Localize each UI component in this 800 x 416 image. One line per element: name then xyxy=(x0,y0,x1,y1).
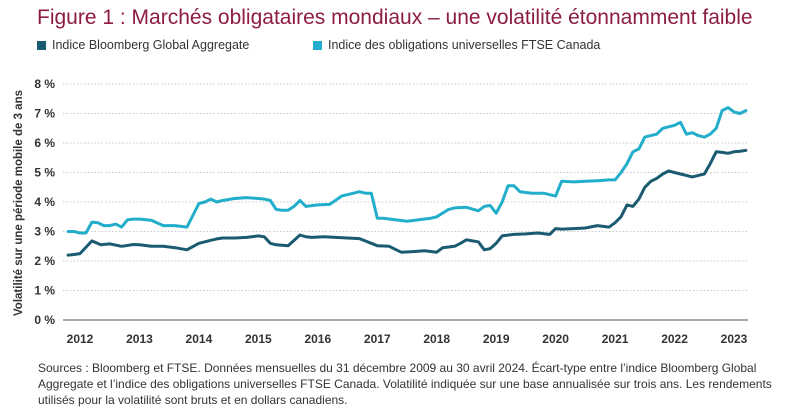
legend-label-global: Indice Bloomberg Global Aggregate xyxy=(52,38,250,52)
x-tick-label: 2019 xyxy=(483,332,510,346)
x-tick-labels: 2012 2013 2014 2015 2016 2017 2018 2019 2020 2021… xyxy=(67,332,748,346)
y-tick-label: 2 % xyxy=(34,254,55,268)
x-tick-label: 2018 xyxy=(423,332,450,346)
x-tick-label: 2017 xyxy=(364,332,391,346)
x-tick-label: 2020 xyxy=(542,332,569,346)
x-tick-label: 2022 xyxy=(661,332,688,346)
x-tick-label: 2015 xyxy=(245,332,272,346)
y-tick-label: 1 % xyxy=(34,284,55,298)
x-tick-label: 2014 xyxy=(186,332,213,346)
x-tick-label: 2016 xyxy=(304,332,331,346)
legend-item-canada: Indice des obligations universelles FTSE… xyxy=(313,38,600,52)
series-lines xyxy=(66,106,748,257)
legend-swatch-global xyxy=(37,40,46,50)
y-tick-label: 8 % xyxy=(34,77,55,91)
x-tick-label: 2013 xyxy=(126,332,153,346)
legend-label-canada: Indice des obligations universelles FTSE… xyxy=(328,38,601,52)
y-tick-label: 6 % xyxy=(34,136,55,150)
series-line-canada xyxy=(66,106,748,235)
chart-title: Figure 1 : Marchés obligataires mondiaux… xyxy=(37,6,753,29)
y-tick-label: 0 % xyxy=(34,313,55,327)
legend-swatch-canada xyxy=(313,40,322,50)
y-tick-labels: 0 % 1 % 2 % 3 % 4 % 5 % 6 % 7 % 8 % xyxy=(34,77,55,327)
series-line-global xyxy=(66,148,748,257)
source-note: Sources : Bloomberg et FTSE. Données men… xyxy=(38,361,772,407)
gridlines xyxy=(63,83,748,321)
y-tick-label: 4 % xyxy=(34,195,55,209)
x-tick-label: 2023 xyxy=(721,332,748,346)
y-tick-label: 5 % xyxy=(34,166,55,180)
x-tick-label: 2021 xyxy=(602,332,629,346)
legend-item-global: Indice Bloomberg Global Aggregate xyxy=(37,38,249,52)
y-tick-label: 7 % xyxy=(34,107,55,121)
y-tick-label: 3 % xyxy=(34,225,55,239)
x-tick-label: 2012 xyxy=(67,332,94,346)
